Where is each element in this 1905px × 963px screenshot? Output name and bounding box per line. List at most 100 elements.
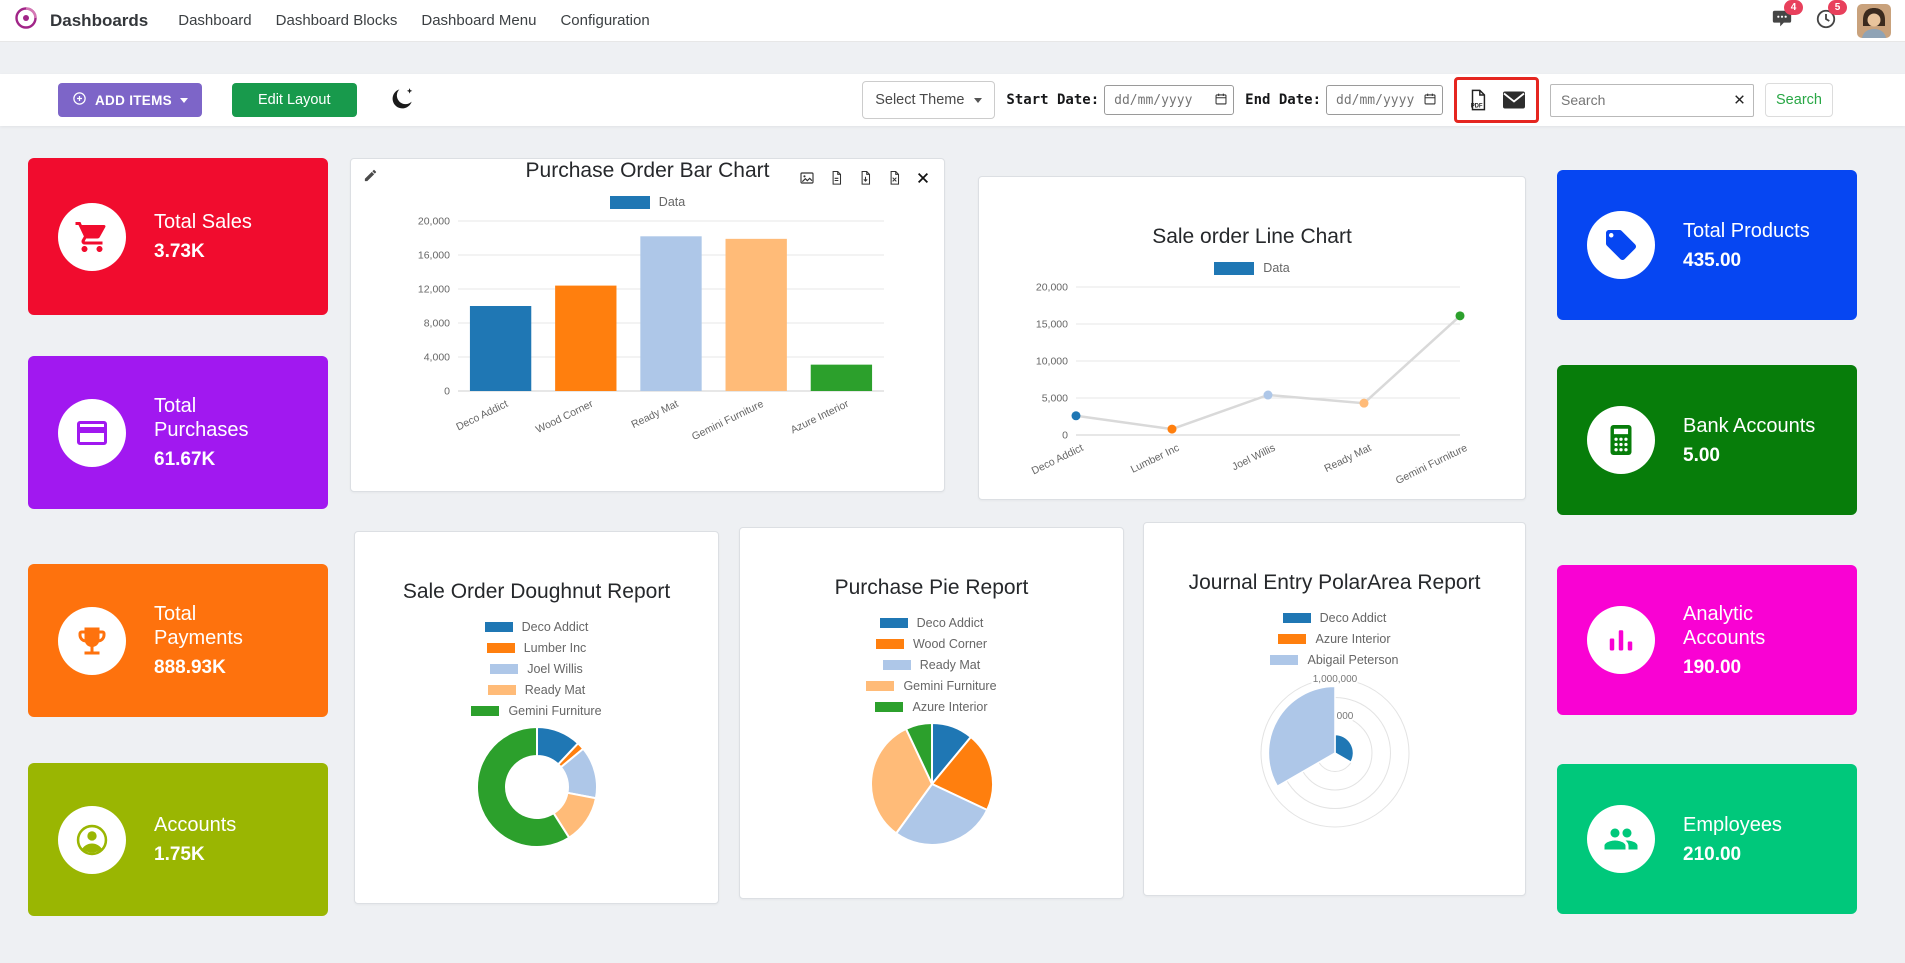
chart-title: Journal Entry PolarArea Report (1188, 571, 1481, 594)
menu-item-dashboard-blocks[interactable]: Dashboard Blocks (275, 12, 398, 29)
svg-text:0: 0 (444, 386, 450, 398)
search-button[interactable]: Search (1765, 83, 1833, 117)
legend-item[interactable]: Gemini Furniture (471, 704, 602, 718)
bar-chart-card: Purchase Order Bar Chart Data 0 4,000 8,00… (350, 158, 945, 492)
calendar-icon[interactable] (1423, 92, 1437, 111)
legend-item[interactable]: Data (609, 195, 686, 209)
legend-swatch (1270, 655, 1299, 665)
legend-item[interactable]: Deco Addict (484, 620, 589, 634)
app-title[interactable]: Dashboards (50, 10, 149, 30)
edit-layout-button[interactable]: Edit Layout (231, 83, 357, 117)
legend-item[interactable]: Abigail Peterson (1270, 653, 1399, 667)
legend-item[interactable]: Data (1214, 261, 1290, 275)
legend-item[interactable]: Ready Mat (882, 658, 981, 672)
chart-xlsx-export-icon[interactable] (885, 168, 904, 188)
activities-button[interactable]: 5 (1813, 0, 1847, 35)
menu-item-dashboard[interactable]: Dashboard (178, 12, 252, 29)
legend-item[interactable]: Azure Interior (1278, 632, 1391, 646)
legend-label: Wood Corner (912, 637, 988, 651)
legend-item[interactable]: Lumber Inc (486, 641, 587, 655)
kpi-card-total-payments[interactable]: Total Payments 888.93K (28, 564, 328, 717)
chart-title: Sale Order Doughnut Report (402, 580, 671, 603)
kpi-value: 888.93K (154, 657, 226, 678)
kpi-card-total-purchases[interactable]: Total Purchases 61.67K (28, 356, 328, 509)
kpi-card-employees[interactable]: Employees 210.00 (1557, 764, 1857, 914)
clear-search-icon[interactable] (1733, 93, 1746, 111)
calendar-icon[interactable] (1214, 92, 1228, 111)
legend-swatch (490, 664, 519, 674)
chart-legend: Deco Addict Azure Interior Abigail Peterso… (1144, 611, 1525, 667)
kpi-title: Total Sales (154, 211, 252, 233)
edit-layout-label: Edit Layout (257, 92, 331, 108)
legend-label: Deco Addict (521, 620, 589, 634)
legend-label: Gemini Furniture (508, 704, 602, 718)
chart-close-icon[interactable] (914, 169, 932, 187)
legend-label: Data (658, 195, 686, 209)
send-mail-icon[interactable] (1500, 88, 1528, 112)
svg-text:0: 0 (1062, 430, 1068, 442)
trophy-icon (58, 606, 126, 675)
kpi-title: Accounts (154, 814, 237, 836)
dark-mode-toggle[interactable] (387, 84, 417, 117)
select-theme-dropdown[interactable]: Select Theme (862, 81, 996, 119)
kpi-card-analytic-accounts[interactable]: Analytic Accounts 190.00 (1557, 565, 1857, 715)
chart-csv-export-icon[interactable] (856, 168, 875, 188)
end-date-label: End Date: (1245, 92, 1321, 108)
legend-item[interactable]: Gemini Furniture (866, 679, 997, 693)
menu-item-configuration[interactable]: Configuration (560, 12, 650, 29)
line-chart: 0 5,000 10,000 15,000 20,000 Deco Addict Lumbe… (1030, 282, 1470, 487)
legend-item[interactable]: Joel Willis (490, 662, 583, 676)
polar-area-chart: 1,000,000 000 (1260, 673, 1409, 828)
legend-swatch (1282, 613, 1311, 623)
chart-image-export-icon[interactable] (797, 168, 817, 188)
chart-legend: Data (351, 195, 944, 209)
kpi-card-accounts[interactable]: Accounts 1.75K (28, 763, 328, 916)
legend-label: Lumber Inc (523, 641, 587, 655)
export-pdf-icon[interactable]: PDF (1465, 86, 1491, 114)
person-circle-icon (58, 805, 126, 874)
svg-text:16,000: 16,000 (417, 250, 449, 262)
kpi-title: Total Products (1683, 219, 1810, 242)
kpi-card-total-sales[interactable]: Total Sales 3.73K (28, 158, 328, 315)
legend-item[interactable]: Deco Addict (879, 616, 983, 630)
legend-item[interactable]: Wood Corner (875, 637, 988, 651)
svg-text:20,000: 20,000 (417, 216, 449, 228)
chart-pdf-export-icon[interactable] (827, 168, 846, 188)
legend-label: Ready Mat (919, 658, 981, 672)
svg-text:Gemini Furniture: Gemini Furniture (1394, 442, 1470, 487)
svg-text:8,000: 8,000 (423, 318, 449, 330)
chart-legend: Data (979, 261, 1525, 275)
kpi-card-bank-accounts[interactable]: Bank Accounts 5.00 (1557, 365, 1857, 515)
start-date-label: Start Date: (1006, 92, 1100, 108)
legend-label: Ready Mat (524, 683, 586, 697)
kpi-value: 210.00 (1683, 843, 1742, 865)
kpi-title: Analytic Accounts (1683, 602, 1766, 649)
calculator-icon (1587, 406, 1655, 474)
menu-item-dashboard-menu[interactable]: Dashboard Menu (421, 12, 537, 29)
kpi-value: 3.73K (154, 241, 205, 262)
legend-item[interactable]: Deco Addict (1282, 611, 1386, 625)
messages-button[interactable]: 4 (1769, 0, 1803, 35)
end-date-input[interactable] (1326, 85, 1443, 115)
svg-text:Deco Addict: Deco Addict (1030, 442, 1086, 477)
search-input[interactable] (1550, 83, 1754, 117)
kpi-value: 5.00 (1683, 444, 1720, 466)
user-avatar[interactable] (1857, 3, 1891, 38)
legend-swatch (866, 681, 895, 691)
legend-item[interactable]: Azure Interior (875, 700, 988, 714)
legend-label: Azure Interior (912, 700, 988, 714)
kpi-card-total-products[interactable]: Total Products 435.00 (1557, 170, 1857, 320)
legend-swatch (1278, 634, 1307, 644)
legend-label: Data (1263, 261, 1290, 275)
start-date-input[interactable] (1104, 85, 1235, 115)
legend-item[interactable]: Ready Mat (487, 683, 586, 697)
svg-text:Joel Willis: Joel Willis (1230, 442, 1277, 473)
edit-chart-icon[interactable] (363, 168, 378, 188)
legend-swatch (875, 702, 904, 712)
add-items-button[interactable]: ADD ITEMS (58, 83, 202, 117)
legend-swatch (882, 660, 911, 670)
svg-text:15,000: 15,000 (1036, 319, 1068, 331)
app-logo-icon[interactable] (14, 6, 38, 35)
svg-text:Wood Corner: Wood Corner (533, 398, 595, 436)
svg-text:PDF: PDF (1471, 103, 1483, 109)
